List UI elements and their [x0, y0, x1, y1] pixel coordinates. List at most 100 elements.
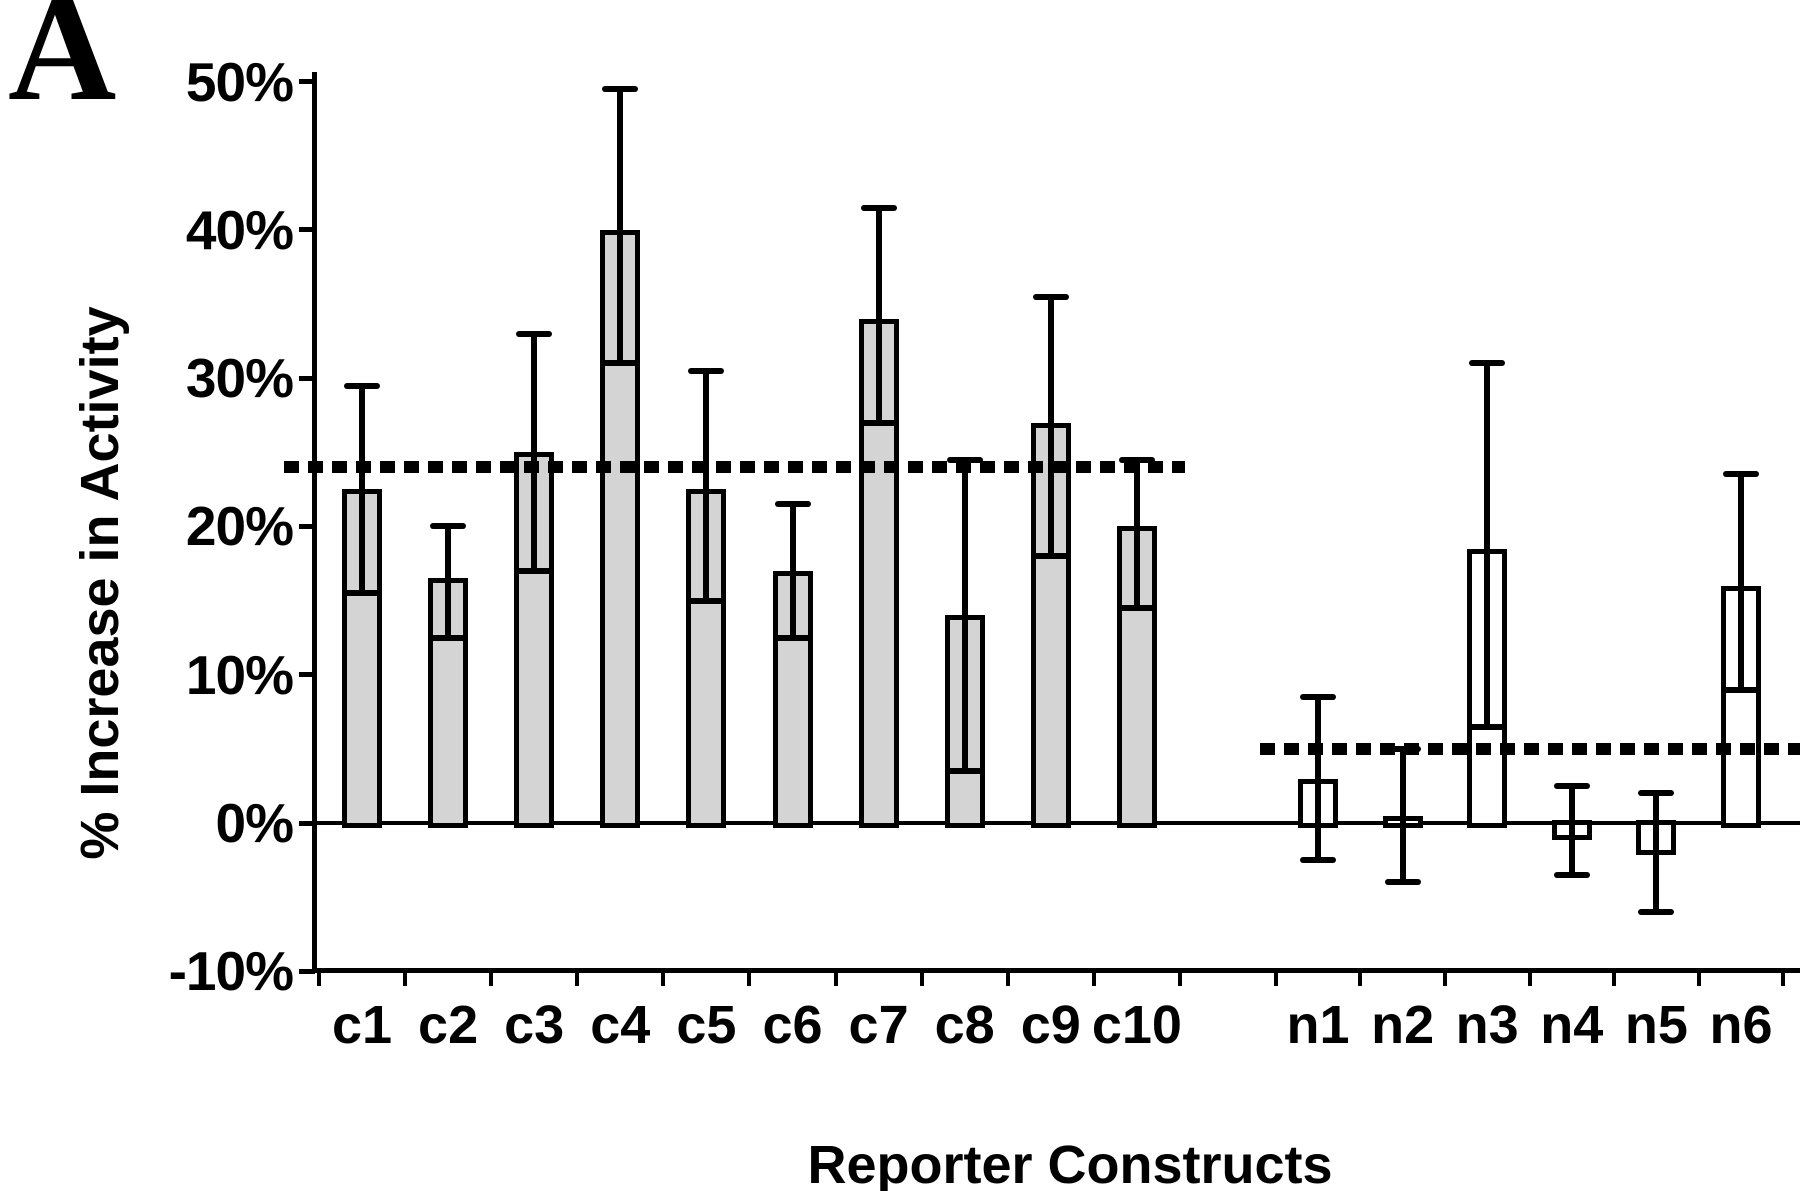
x-tick — [316, 973, 321, 986]
x-tick — [575, 973, 580, 986]
error-cap-bottom-n2 — [1384, 879, 1421, 886]
x-label-c4: c4 — [590, 995, 651, 1055]
error-cap-bottom-c8 — [946, 768, 983, 775]
x-label-c8: c8 — [934, 995, 995, 1055]
error-bar-c3 — [531, 333, 538, 571]
bar-c1 — [342, 489, 382, 828]
error-cap-top-c1 — [344, 382, 380, 389]
y-axis-line — [312, 72, 317, 973]
error-cap-top-n3 — [1469, 360, 1506, 367]
y-tick-label-10: 10% — [185, 643, 294, 706]
x-tick — [1527, 973, 1532, 986]
x-label-n6: n6 — [1709, 995, 1773, 1055]
error-cap-bottom-c3 — [516, 567, 553, 574]
error-cap-top-c5 — [688, 367, 725, 374]
x-tick — [1781, 973, 1786, 986]
error-cap-bottom-c6 — [774, 634, 811, 641]
error-cap-bottom-c4 — [602, 360, 639, 367]
error-cap-bottom-c7 — [860, 419, 897, 426]
reference-line-c-group — [284, 461, 1185, 474]
error-bar-n3 — [1484, 363, 1491, 727]
y-tick--10 — [299, 968, 315, 974]
error-cap-bottom-c5 — [688, 597, 725, 604]
error-cap-top-c8 — [946, 456, 983, 463]
y-tick-label-0: 0% — [215, 792, 295, 854]
error-cap-top-c7 — [860, 204, 897, 211]
x-label-c1: c1 — [331, 995, 393, 1055]
x-tick — [489, 973, 494, 986]
x-label-c3: c3 — [504, 995, 565, 1055]
error-bar-c5 — [703, 370, 710, 601]
error-cap-top-c4 — [602, 85, 639, 92]
y-tick-30 — [299, 375, 315, 381]
error-cap-top-c10 — [1118, 456, 1155, 463]
error-cap-bottom-n5 — [1638, 908, 1675, 915]
reference-line-n-group — [1260, 742, 1800, 755]
error-cap-top-n5 — [1638, 790, 1675, 797]
x-tick — [833, 973, 838, 986]
x-tick — [747, 973, 752, 986]
y-tick-10 — [299, 672, 315, 678]
y-tick-label-20: 20% — [185, 495, 294, 558]
x-tick — [1091, 973, 1096, 986]
error-cap-top-n6 — [1723, 471, 1759, 478]
error-bar-c7 — [875, 207, 882, 423]
x-label-n1: n1 — [1286, 995, 1350, 1055]
error-bar-c4 — [617, 88, 624, 364]
error-bar-n1 — [1315, 696, 1321, 861]
x-label-c9: c9 — [1020, 995, 1081, 1055]
bar-c3 — [514, 452, 555, 828]
error-cap-top-n1 — [1300, 693, 1336, 700]
error-cap-top-c9 — [1032, 293, 1069, 300]
y-tick-50 — [299, 79, 315, 84]
x-label-n3: n3 — [1455, 995, 1519, 1055]
x-label-n5: n5 — [1624, 995, 1688, 1055]
y-tick-label-50: 50% — [185, 50, 294, 113]
error-cap-bottom-c10 — [1118, 604, 1155, 611]
error-cap-bottom-c9 — [1032, 553, 1069, 560]
error-bar-c8 — [961, 459, 968, 772]
x-label-c5: c5 — [676, 995, 737, 1055]
error-bar-n4 — [1568, 785, 1575, 875]
panel-label: A — [8, 0, 117, 132]
bar-c6 — [772, 570, 813, 828]
x-tick — [1696, 973, 1701, 986]
x-tick — [1442, 973, 1447, 986]
y-tick-label--10: -10% — [168, 940, 294, 1003]
x-label-c10: c10 — [1091, 995, 1182, 1055]
x-tick — [661, 973, 666, 986]
x-tick — [1612, 973, 1617, 986]
y-axis-title: % Increase in Activity — [70, 306, 130, 860]
error-bar-c9 — [1047, 296, 1054, 557]
error-cap-bottom-n6 — [1723, 686, 1759, 693]
error-bar-n6 — [1738, 474, 1744, 690]
error-bar-c10 — [1133, 459, 1140, 608]
error-cap-top-c2 — [430, 523, 467, 530]
x-label-n4: n4 — [1540, 995, 1604, 1055]
x-tick — [1358, 973, 1363, 986]
error-cap-bottom-c1 — [344, 590, 380, 597]
x-tick — [1177, 973, 1182, 986]
error-cap-bottom-n1 — [1300, 857, 1336, 864]
error-cap-top-n4 — [1553, 782, 1590, 789]
x-tick — [403, 973, 408, 986]
error-bar-n2 — [1399, 748, 1406, 883]
y-tick-label-30: 30% — [185, 347, 294, 410]
error-bar-c1 — [359, 385, 365, 594]
x-tick — [1005, 973, 1010, 986]
x-axis-bottom-line — [312, 968, 1800, 973]
error-cap-top-c6 — [774, 501, 811, 508]
x-label-c6: c6 — [762, 995, 823, 1055]
x-tick — [919, 973, 924, 986]
y-tick-40 — [299, 227, 315, 233]
x-axis-title: Reporter Constructs — [807, 1135, 1333, 1191]
error-cap-top-c3 — [516, 330, 553, 337]
x-label-n2: n2 — [1371, 995, 1435, 1055]
error-cap-bottom-c2 — [430, 634, 467, 641]
error-bar-n5 — [1653, 793, 1660, 912]
y-tick-label-40: 40% — [185, 198, 294, 261]
x-tick — [1273, 973, 1278, 986]
error-cap-bottom-n4 — [1553, 871, 1590, 878]
x-label-c2: c2 — [418, 995, 479, 1055]
y-tick-20 — [299, 523, 315, 529]
